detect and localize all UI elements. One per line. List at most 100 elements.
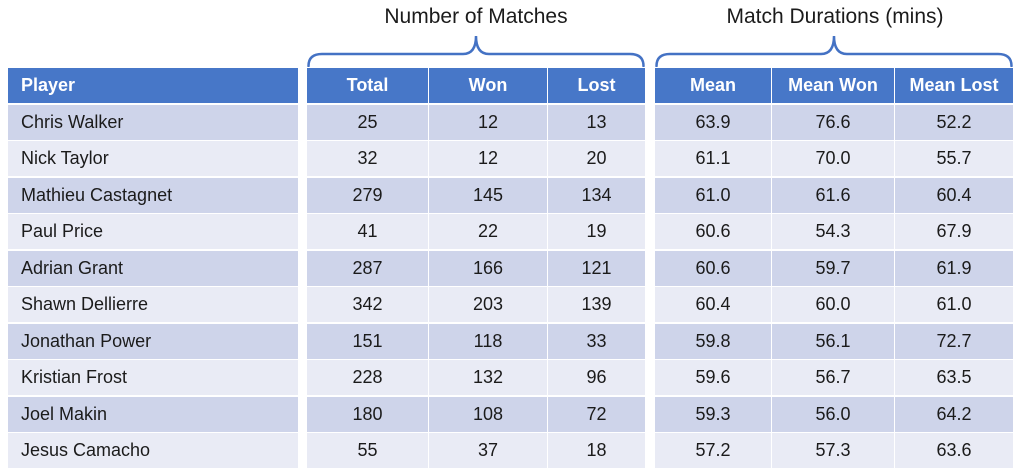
mean-cell: 61.1 (655, 141, 771, 176)
table-row: Jonathan Power 151 118 33 59.8 56.1 72.7 (8, 323, 1013, 359)
won-cell: 37 (428, 433, 547, 468)
column-group-gap (645, 178, 655, 213)
lost-cell: 139 (547, 287, 645, 322)
table-row: Jesus Camacho 55 37 18 57.2 57.3 63.6 (8, 433, 1013, 468)
column-group-gap (645, 397, 655, 432)
total-cell: 25 (307, 104, 428, 140)
won-cell: 12 (428, 141, 547, 176)
player-name-cell: Adrian Grant (8, 250, 298, 286)
player-name-cell: Joel Makin (8, 396, 298, 432)
mean-lost-cell: 61.0 (894, 287, 1013, 322)
table-row: Kristian Frost 228 132 96 59.6 56.7 63.5 (8, 360, 1013, 395)
mean-cell: 60.6 (655, 250, 771, 286)
mean-cell: 60.6 (655, 214, 771, 249)
lost-cell: 13 (547, 104, 645, 140)
column-group-gap (298, 433, 307, 468)
table-row: Joel Makin 180 108 72 59.3 56.0 64.2 (8, 396, 1013, 432)
column-group-gap (645, 68, 655, 103)
lost-cell: 19 (547, 214, 645, 249)
group-title-match-durations: Match Durations (mins) (726, 5, 944, 28)
mean-lost-cell: 60.4 (894, 177, 1013, 213)
lost-cell: 72 (547, 396, 645, 432)
column-group-gap (645, 360, 655, 395)
total-cell: 180 (307, 396, 428, 432)
group-title-number-of-matches: Number of Matches (384, 5, 568, 28)
mean-lost-cell: 55.7 (894, 141, 1013, 176)
column-group-gap (645, 105, 655, 140)
column-header-won: Won (428, 68, 547, 103)
won-cell: 22 (428, 214, 547, 249)
total-cell: 279 (307, 177, 428, 213)
table-row: Chris Walker 25 12 13 63.9 76.6 52.2 (8, 104, 1013, 140)
lost-cell: 121 (547, 250, 645, 286)
column-header-player: Player (8, 68, 298, 103)
won-cell: 145 (428, 177, 547, 213)
mean-won-cell: 56.1 (771, 323, 894, 359)
lost-cell: 18 (547, 433, 645, 468)
player-name-cell: Jonathan Power (8, 323, 298, 359)
lost-cell: 134 (547, 177, 645, 213)
column-group-gap (298, 68, 307, 103)
total-cell: 151 (307, 323, 428, 359)
mean-lost-cell: 63.6 (894, 433, 1013, 468)
brace-icon (655, 35, 1013, 67)
won-cell: 12 (428, 104, 547, 140)
mean-won-cell: 76.6 (771, 104, 894, 140)
won-cell: 132 (428, 360, 547, 395)
mean-lost-cell: 52.2 (894, 104, 1013, 140)
player-name-cell: Chris Walker (8, 104, 298, 140)
column-group-gap (298, 324, 307, 359)
mean-won-cell: 56.7 (771, 360, 894, 395)
column-group-gap (645, 433, 655, 468)
column-group-gap (298, 251, 307, 286)
mean-cell: 57.2 (655, 433, 771, 468)
table-header-row: Player Total Won Lost Mean Mean Won Mean… (8, 68, 1013, 103)
mean-won-cell: 54.3 (771, 214, 894, 249)
player-name-cell: Kristian Frost (8, 360, 298, 395)
total-cell: 287 (307, 250, 428, 286)
player-name-cell: Nick Taylor (8, 141, 298, 176)
player-name-cell: Paul Price (8, 214, 298, 249)
table-row: Shawn Dellierre 342 203 139 60.4 60.0 61… (8, 287, 1013, 322)
mean-cell: 59.8 (655, 323, 771, 359)
lost-cell: 33 (547, 323, 645, 359)
mean-cell: 61.0 (655, 177, 771, 213)
mean-won-cell: 59.7 (771, 250, 894, 286)
column-group-gap (298, 397, 307, 432)
mean-won-cell: 61.6 (771, 177, 894, 213)
player-name-cell: Jesus Camacho (8, 433, 298, 468)
player-stats-table: Player Total Won Lost Mean Mean Won Mean… (8, 68, 1013, 470)
brace-icon (307, 35, 645, 67)
total-cell: 32 (307, 141, 428, 176)
total-cell: 342 (307, 287, 428, 322)
column-group-gap (298, 360, 307, 395)
won-cell: 118 (428, 323, 547, 359)
lost-cell: 96 (547, 360, 645, 395)
mean-won-cell: 60.0 (771, 287, 894, 322)
table-row: Adrian Grant 287 166 121 60.6 59.7 61.9 (8, 250, 1013, 286)
total-cell: 41 (307, 214, 428, 249)
column-group-gap (298, 105, 307, 140)
mean-lost-cell: 63.5 (894, 360, 1013, 395)
mean-cell: 60.4 (655, 287, 771, 322)
mean-won-cell: 57.3 (771, 433, 894, 468)
table-row: Nick Taylor 32 12 20 61.1 70.0 55.7 (8, 141, 1013, 176)
player-name-cell: Mathieu Castagnet (8, 177, 298, 213)
column-header-mean-lost: Mean Lost (894, 68, 1013, 103)
won-cell: 203 (428, 287, 547, 322)
mean-lost-cell: 61.9 (894, 250, 1013, 286)
mean-cell: 63.9 (655, 104, 771, 140)
total-cell: 228 (307, 360, 428, 395)
total-cell: 55 (307, 433, 428, 468)
mean-cell: 59.3 (655, 396, 771, 432)
mean-cell: 59.6 (655, 360, 771, 395)
column-header-lost: Lost (547, 68, 645, 103)
column-group-gap (645, 141, 655, 176)
won-cell: 108 (428, 396, 547, 432)
column-group-gap (298, 141, 307, 176)
column-group-gap (298, 214, 307, 249)
lost-cell: 20 (547, 141, 645, 176)
column-header-mean-won: Mean Won (771, 68, 894, 103)
won-cell: 166 (428, 250, 547, 286)
